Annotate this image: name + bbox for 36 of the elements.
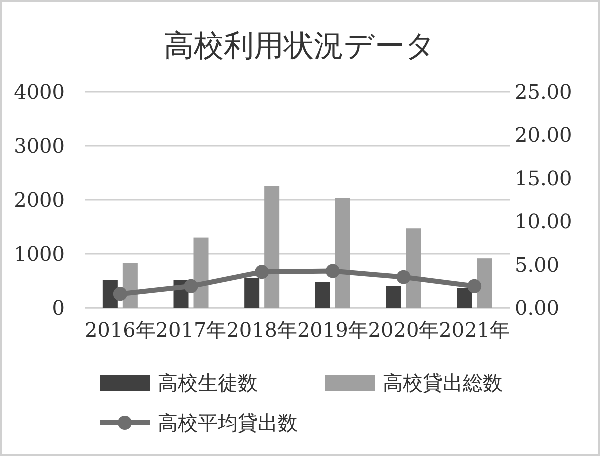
x-tick-label: 2016年 bbox=[84, 318, 156, 342]
legend-label: 高校貸出総数 bbox=[383, 371, 503, 395]
x-tick-label: 2019年 bbox=[297, 318, 368, 342]
y-tick-label: 2000 bbox=[14, 188, 65, 212]
y2-tick-label: 10.00 bbox=[515, 210, 572, 234]
y2-tick-label: 5.00 bbox=[515, 252, 560, 277]
chart-title: 高校利用状況データ bbox=[164, 29, 436, 64]
bar bbox=[244, 278, 260, 308]
y-tick-label: 4000 bbox=[14, 80, 65, 104]
x-tick-label: 2018年 bbox=[226, 318, 298, 342]
y-tick-label: 1000 bbox=[14, 242, 65, 266]
point bbox=[396, 270, 411, 284]
bar bbox=[315, 282, 330, 308]
point bbox=[326, 264, 340, 278]
point bbox=[184, 279, 198, 294]
x-tick-label: 2017年 bbox=[156, 318, 227, 342]
y2-tick-label: 0.00 bbox=[515, 296, 560, 320]
y2-tick-label: 25.00 bbox=[515, 80, 572, 104]
legend-label: 高校生徒数 bbox=[158, 371, 258, 395]
bar bbox=[477, 258, 492, 308]
y2-tick-label: 15.00 bbox=[515, 166, 572, 190]
legend-label: 高校平均貸出数 bbox=[158, 411, 298, 435]
point bbox=[255, 265, 270, 280]
bar bbox=[406, 228, 422, 308]
bar bbox=[386, 286, 402, 308]
x-tick-label: 2021年 bbox=[439, 318, 510, 342]
y-tick-label: 3000 bbox=[14, 134, 65, 158]
bar bbox=[457, 288, 472, 308]
x-tick-label: 2020年 bbox=[368, 318, 440, 342]
y-tick-label: 0 bbox=[52, 296, 65, 320]
bar bbox=[264, 186, 280, 308]
bar bbox=[194, 238, 209, 308]
bar bbox=[335, 198, 350, 308]
point bbox=[113, 287, 128, 302]
point bbox=[468, 279, 482, 294]
y2-tick-label: 20.00 bbox=[515, 123, 572, 148]
